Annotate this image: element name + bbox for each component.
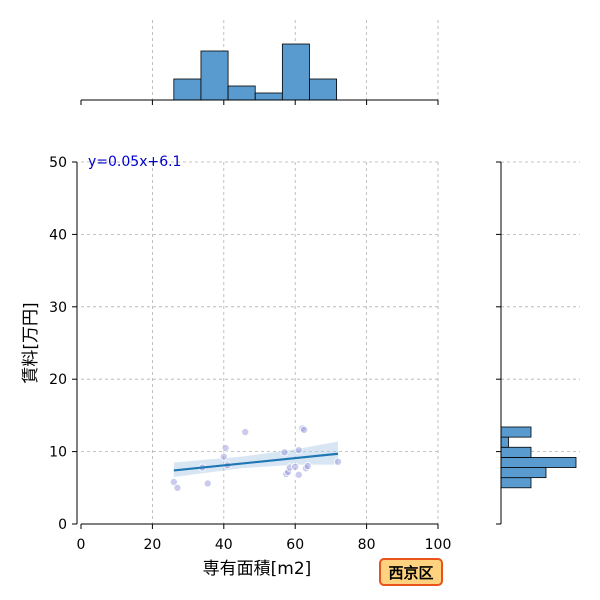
- scatter-point: [300, 425, 309, 434]
- scatter-point: [334, 457, 343, 466]
- district-badge: 西京区: [379, 558, 443, 586]
- scatter-point: [203, 479, 212, 488]
- scatter-point: [221, 443, 230, 452]
- scatter-point: [284, 467, 293, 476]
- district-badge-label: 西京区: [388, 564, 433, 582]
- scatter-point: [169, 478, 178, 487]
- x-tick-label: 20: [143, 537, 161, 553]
- x-marginal-histogram: [80, 20, 439, 105]
- y-tick-label: 20: [49, 372, 67, 388]
- x-tick-label: 100: [425, 537, 452, 553]
- x-hist-bar: [254, 92, 283, 101]
- x-hist-bar: [281, 43, 310, 101]
- scatter-point: [291, 462, 300, 471]
- scatter-point: [280, 448, 289, 457]
- x-tick-label: 60: [286, 537, 304, 553]
- x-hist-bar: [309, 78, 338, 101]
- y-tick-label: 40: [49, 227, 67, 243]
- scatter-point: [294, 446, 303, 455]
- confidence-band: [173, 441, 339, 477]
- x-tick-label: 80: [358, 537, 376, 553]
- y-hist-bar: [500, 477, 532, 489]
- district-badge-box: [379, 558, 443, 586]
- scatter-point: [294, 470, 303, 479]
- x-axis-label: 専有面積[m2]: [203, 559, 312, 579]
- y-hist-bar: [500, 426, 532, 438]
- x-tick-label: 40: [215, 537, 233, 553]
- y-tick-label: 30: [49, 300, 67, 316]
- regression-line: [173, 452, 339, 472]
- y-tick-label: 0: [58, 517, 67, 533]
- x-hist-bar: [227, 85, 256, 101]
- y-marginal-histogram: [496, 161, 580, 525]
- x-tick-label: 0: [77, 537, 86, 553]
- scatter-point: [173, 483, 182, 492]
- y-axis-label: 賃料[万円]: [21, 302, 41, 383]
- scatter-point: [219, 452, 228, 461]
- y-tick-label: 50: [49, 155, 67, 171]
- y-hist-bar: [500, 456, 577, 468]
- x-hist-bar: [173, 78, 202, 101]
- y-hist-bar: [500, 446, 532, 458]
- main-scatter-plot: 0 20 40 60 80 100 0 10 20 30 40 50: [49, 155, 451, 553]
- x-hist-bar: [200, 50, 229, 101]
- y-hist-bar: [500, 436, 509, 448]
- y-tick-label: 10: [49, 445, 67, 461]
- y-hist-bar: [500, 467, 547, 479]
- regression-equation-label: y=0.05x+6.1: [88, 154, 181, 170]
- scatter-point: [303, 462, 312, 471]
- scatter-point: [241, 428, 250, 437]
